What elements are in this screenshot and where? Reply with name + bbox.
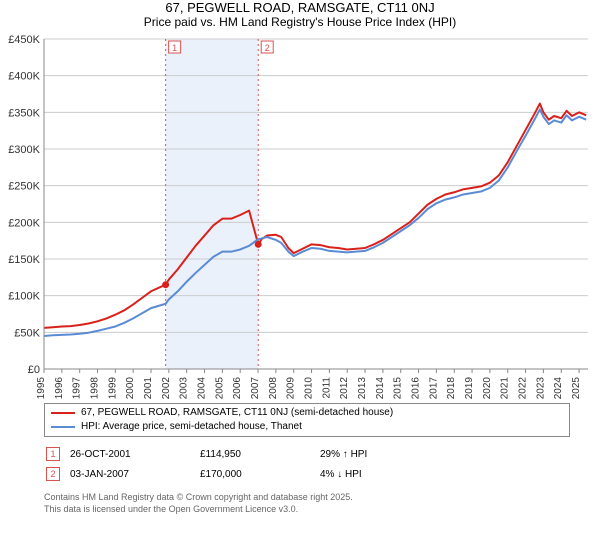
attribution: Contains HM Land Registry data © Crown c… [44, 491, 570, 515]
sale-point-marker: 2 [46, 467, 60, 481]
svg-text:2021: 2021 [500, 377, 511, 399]
svg-text:£0: £0 [28, 364, 40, 376]
svg-text:2019: 2019 [464, 377, 475, 399]
chart-subtitle: Price paid vs. HM Land Registry's House … [0, 15, 600, 29]
svg-text:2013: 2013 [357, 377, 368, 399]
svg-text:£450K: £450K [8, 34, 40, 46]
sale-point-date: 03-JAN-2007 [70, 465, 198, 483]
svg-text:2025: 2025 [571, 377, 582, 399]
svg-text:2020: 2020 [482, 377, 493, 399]
svg-text:2016: 2016 [411, 377, 422, 399]
legend: 67, PEGWELL ROAD, RAMSGATE, CT11 0NJ (se… [44, 403, 570, 437]
svg-text:£350K: £350K [8, 107, 40, 119]
sale-point-row: 2 03-JAN-2007£170,0004% ↓ HPI [46, 465, 375, 483]
legend-row-1: 67, PEGWELL ROAD, RAMSGATE, CT11 0NJ (se… [51, 406, 563, 420]
legend-label-1: 67, PEGWELL ROAD, RAMSGATE, CT11 0NJ (se… [81, 406, 393, 420]
svg-text:2: 2 [265, 43, 270, 53]
legend-row-2: HPI: Average price, semi-detached house,… [51, 420, 563, 434]
svg-text:2010: 2010 [304, 377, 315, 399]
svg-text:£200K: £200K [8, 217, 40, 229]
svg-text:2001: 2001 [143, 377, 154, 399]
sale-point-row: 1 26-OCT-2001£114,95029% ↑ HPI [46, 445, 375, 463]
svg-text:2003: 2003 [179, 377, 190, 399]
svg-text:2005: 2005 [214, 377, 225, 399]
svg-text:2000: 2000 [125, 377, 136, 399]
chart-title: 67, PEGWELL ROAD, RAMSGATE, CT11 0NJ [0, 0, 600, 15]
svg-text:2009: 2009 [286, 377, 297, 399]
svg-text:2015: 2015 [393, 377, 404, 399]
svg-text:£400K: £400K [8, 71, 40, 83]
sale-points-table: 1 26-OCT-2001£114,95029% ↑ HPI 2 03-JAN-200… [44, 443, 377, 485]
chart-area: £0 £50K £100K £150K £200K £250K £300K £350K £400… [0, 29, 600, 399]
svg-text:2017: 2017 [428, 377, 439, 399]
sale-point-price: £114,950 [200, 445, 318, 463]
svg-text:1998: 1998 [90, 377, 101, 399]
svg-text:2007: 2007 [250, 377, 261, 399]
attribution-line-2: This data is licensed under the Open Gov… [44, 503, 570, 515]
svg-text:1996: 1996 [54, 377, 65, 399]
attribution-line-1: Contains HM Land Registry data © Crown c… [44, 491, 570, 503]
svg-text:2002: 2002 [161, 377, 172, 399]
chart-svg: £0 £50K £100K £150K £200K £250K £300K £350K £400… [0, 29, 600, 399]
svg-text:£50K: £50K [14, 327, 40, 339]
svg-text:1997: 1997 [72, 377, 83, 399]
svg-text:1995: 1995 [36, 377, 47, 399]
sale-point-price: £170,000 [200, 465, 318, 483]
svg-text:£250K: £250K [8, 181, 40, 193]
svg-text:1: 1 [172, 43, 177, 53]
svg-text:2008: 2008 [268, 377, 279, 399]
svg-text:2011: 2011 [321, 377, 332, 399]
sale-point-date: 26-OCT-2001 [70, 445, 198, 463]
svg-text:1999: 1999 [107, 377, 118, 399]
sale-point-delta: 29% ↑ HPI [320, 445, 375, 463]
legend-label-2: HPI: Average price, semi-detached house,… [81, 420, 302, 434]
sale-point-delta: 4% ↓ HPI [320, 465, 375, 483]
svg-text:2023: 2023 [535, 377, 546, 399]
sale-point-marker: 1 [46, 447, 60, 461]
svg-text:2004: 2004 [197, 377, 208, 399]
svg-text:2024: 2024 [553, 377, 564, 399]
svg-text:2012: 2012 [339, 377, 350, 399]
svg-text:£150K: £150K [8, 254, 40, 266]
svg-text:2014: 2014 [375, 377, 386, 399]
legend-swatch-2 [51, 426, 75, 428]
svg-text:2006: 2006 [232, 377, 243, 399]
svg-text:2022: 2022 [518, 377, 529, 399]
svg-text:£100K: £100K [8, 291, 40, 303]
svg-text:2018: 2018 [446, 377, 457, 399]
svg-text:£300K: £300K [8, 144, 40, 156]
legend-swatch-1 [51, 412, 75, 414]
